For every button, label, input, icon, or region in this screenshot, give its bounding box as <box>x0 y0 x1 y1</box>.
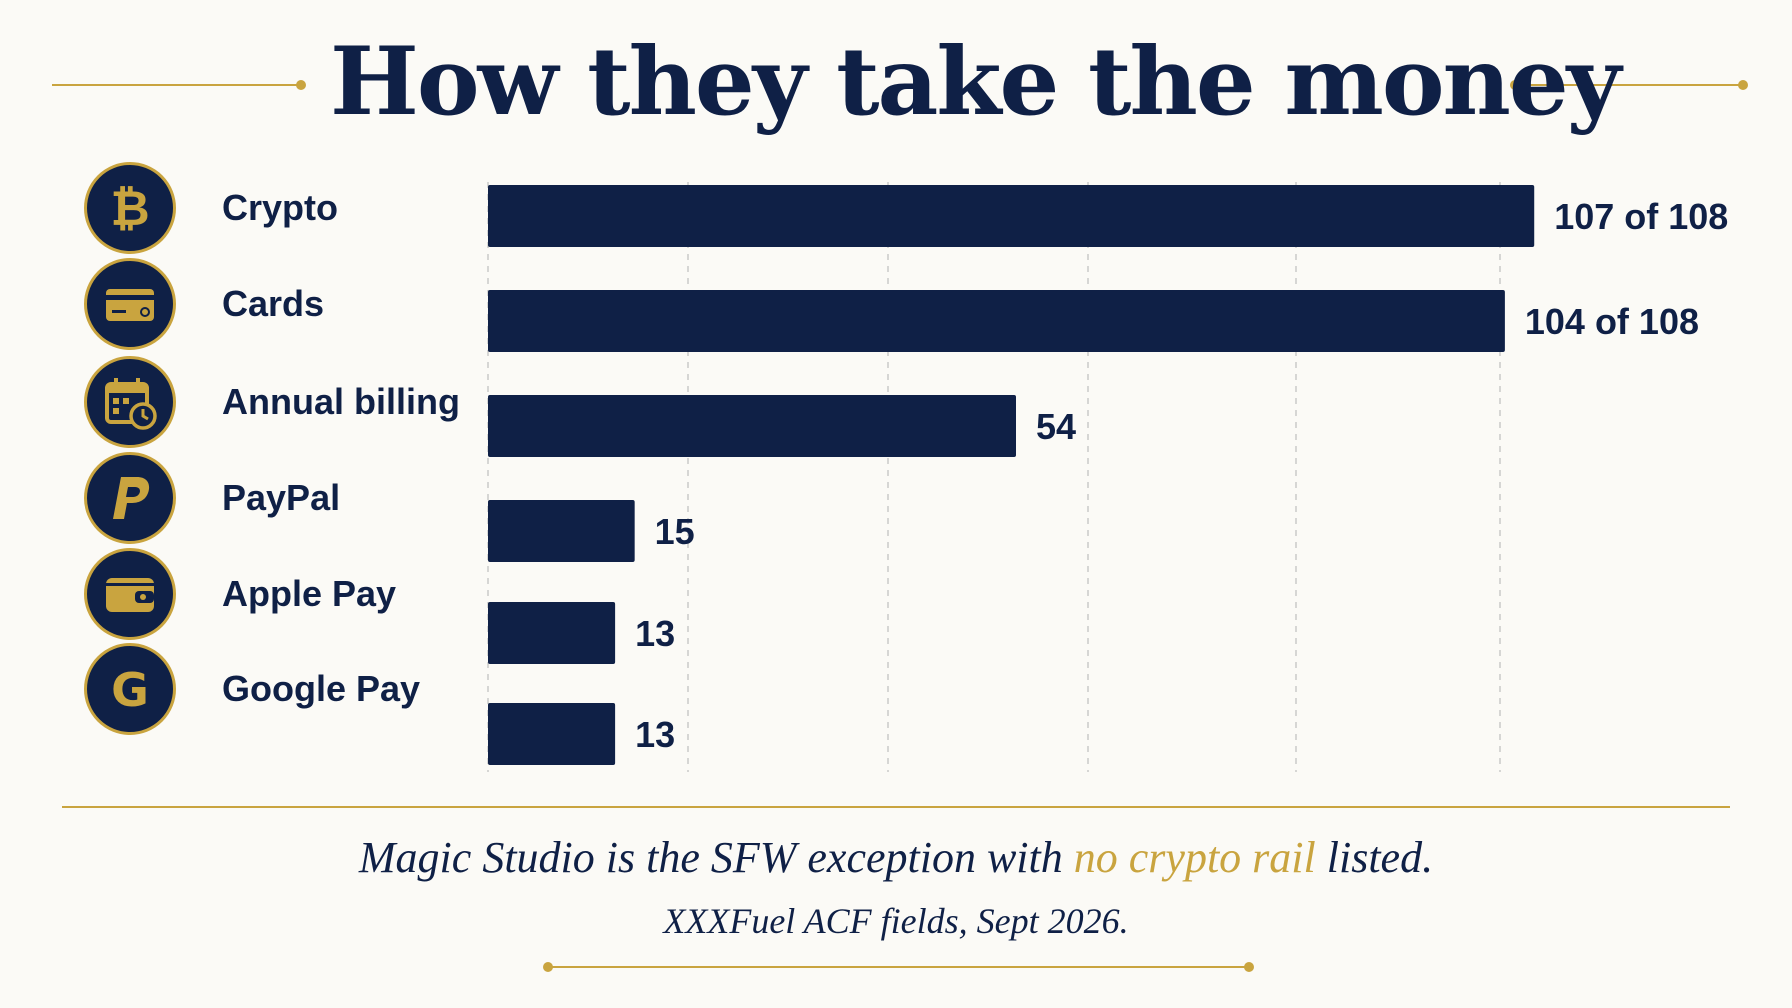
title-rule-left <box>52 84 298 86</box>
category-row-crypto: ₿ Crypto <box>84 162 484 262</box>
value-labels: 107 of 108 104 of 108 54 15 13 13 <box>635 196 1728 755</box>
google-icon: G <box>84 643 176 735</box>
value-label-3: 54 <box>1036 406 1076 447</box>
svg-text:₿: ₿ <box>110 181 149 237</box>
category-label-paypal: PayPal <box>222 477 341 518</box>
category-row-apple-pay: Apple Pay <box>84 548 484 648</box>
category-label-google-pay: Google Pay <box>222 668 421 709</box>
bar-cards <box>488 290 1505 352</box>
bottom-rule <box>548 966 1250 968</box>
grid-lines <box>487 182 1501 772</box>
bars <box>488 185 1535 765</box>
paypal-icon <box>84 452 176 544</box>
bar-google-pay <box>488 703 616 765</box>
footnote-highlight: no crypto rail <box>1073 833 1316 882</box>
footnote: Magic Studio is the SFW exception with n… <box>200 830 1592 886</box>
bitcoin-icon: ₿ <box>84 162 176 254</box>
bar-paypal <box>488 500 635 562</box>
value-label-1: 107 of 108 <box>1554 196 1728 237</box>
category-label-apple-pay: Apple Pay <box>222 573 397 614</box>
credit-card-icon <box>84 258 176 350</box>
footnote-tail: listed. <box>1315 833 1434 882</box>
title-rule-right-dot-inner <box>1510 80 1520 90</box>
bar-annual-billing <box>488 395 1016 457</box>
category-label-annual-billing: Annual billing <box>222 381 460 422</box>
title-rule-left-dot <box>296 80 306 90</box>
bottom-rule-left-dot <box>543 962 553 972</box>
title-rule-right <box>1515 84 1743 86</box>
value-label-4: 15 <box>655 511 695 552</box>
category-row-annual-billing: Annual billing <box>84 356 484 456</box>
chart-title: How they take the money <box>330 27 1621 137</box>
category-row-cards: Cards <box>84 258 484 358</box>
value-label-2: 104 of 108 <box>1525 301 1699 342</box>
value-label-6: 13 <box>635 714 675 755</box>
category-label-crypto: Crypto <box>222 187 338 228</box>
footer-divider <box>62 806 1730 808</box>
bottom-rule-right-dot <box>1244 962 1254 972</box>
value-label-5: 13 <box>635 613 675 654</box>
svg-text:G: G <box>111 663 149 717</box>
footnote-lead: Magic Studio is the SFW exception with <box>358 833 1074 882</box>
bar-crypto <box>488 185 1535 247</box>
bar-apple-pay <box>488 602 616 664</box>
calendar-clock-icon <box>84 356 176 448</box>
category-row-paypal: PayPal <box>84 452 484 552</box>
category-label-cards: Cards <box>222 283 325 324</box>
source-note: XXXFuel ACF fields, Sept 2026. <box>663 901 1129 941</box>
wallet-icon <box>84 548 176 640</box>
category-row-google-pay: G Google Pay <box>84 643 484 743</box>
title-rule-right-dot-outer <box>1738 80 1748 90</box>
